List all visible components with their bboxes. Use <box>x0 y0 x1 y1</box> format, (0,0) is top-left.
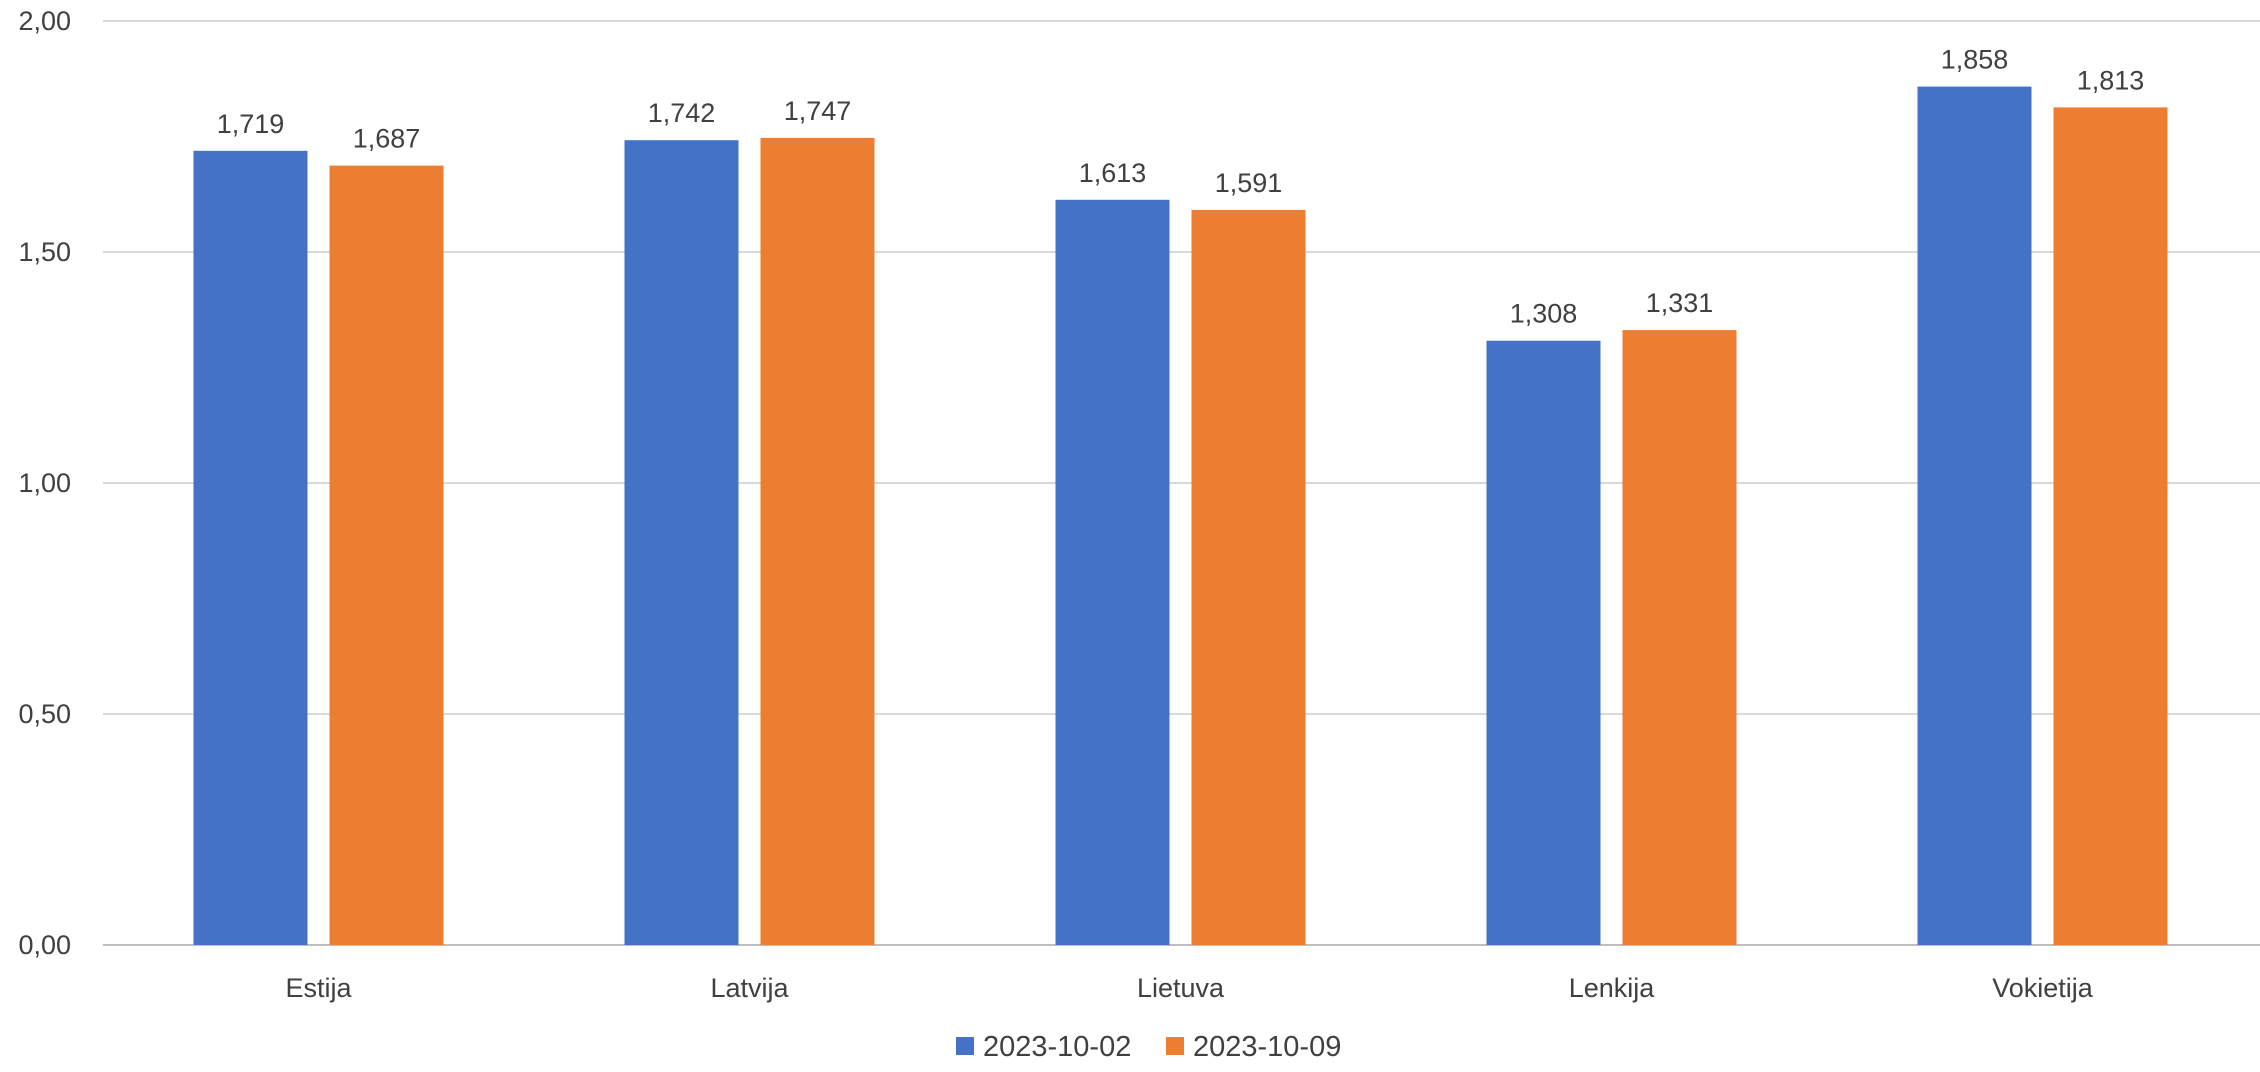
x-axis-categories: Estija Latvija Lietuva Lenkija Vokietija <box>285 973 2093 1003</box>
data-label: 1,719 <box>217 109 285 139</box>
data-label: 1,687 <box>353 124 421 154</box>
data-labels: 1,719 1,687 1,742 1,747 1,613 1,591 1,308 1,331… <box>217 45 2145 329</box>
data-label: 1,613 <box>1079 158 1147 188</box>
y-tick-label: 0,50 <box>18 699 71 729</box>
x-category-label: Latvija <box>710 973 789 1003</box>
y-tick-label: 1,50 <box>18 237 71 267</box>
bars <box>193 86 2168 946</box>
data-label: 1,331 <box>1646 288 1714 318</box>
data-label: 1,308 <box>1510 299 1578 329</box>
legend: 2023-10-02 2023-10-09 <box>956 1031 1341 1063</box>
y-axis-ticks: 0,00 0,50 1,00 1,50 2,00 <box>18 6 71 960</box>
y-tick-label: 0,00 <box>18 930 71 960</box>
y-tick-label: 2,00 <box>18 6 71 36</box>
bar-latvija-series-2 <box>760 137 875 946</box>
data-label: 1,591 <box>1215 168 1283 198</box>
y-tick-label: 1,00 <box>18 468 71 498</box>
x-category-label: Lietuva <box>1137 973 1225 1003</box>
legend-swatch <box>1166 1037 1184 1055</box>
bar-lietuva-series-2 <box>1191 209 1306 945</box>
x-category-label: Estija <box>285 973 352 1003</box>
bar-vokietija-series-1 <box>1917 86 2032 945</box>
x-category-label: Lenkija <box>1569 973 1656 1003</box>
x-category-label: Vokietija <box>1992 973 2094 1003</box>
bar-lenkija-series-2 <box>1622 330 1737 945</box>
bar-estija-series-1 <box>193 150 308 945</box>
legend-label: 2023-10-02 <box>983 1031 1131 1063</box>
data-label: 1,747 <box>784 96 852 126</box>
gridlines <box>103 20 2260 946</box>
data-label: 1,742 <box>648 98 716 128</box>
data-label: 1,813 <box>2077 65 2145 95</box>
data-label: 1,858 <box>1941 45 2009 75</box>
bar-lietuva-series-1 <box>1055 199 1170 945</box>
bar-lenkija-series-1 <box>1486 340 1601 946</box>
bar-latvija-series-1 <box>624 140 739 946</box>
legend-label: 2023-10-09 <box>1193 1031 1341 1063</box>
bar-vokietija-series-2 <box>2053 107 2168 946</box>
legend-swatch <box>956 1037 974 1055</box>
bar-estija-series-2 <box>329 165 444 945</box>
